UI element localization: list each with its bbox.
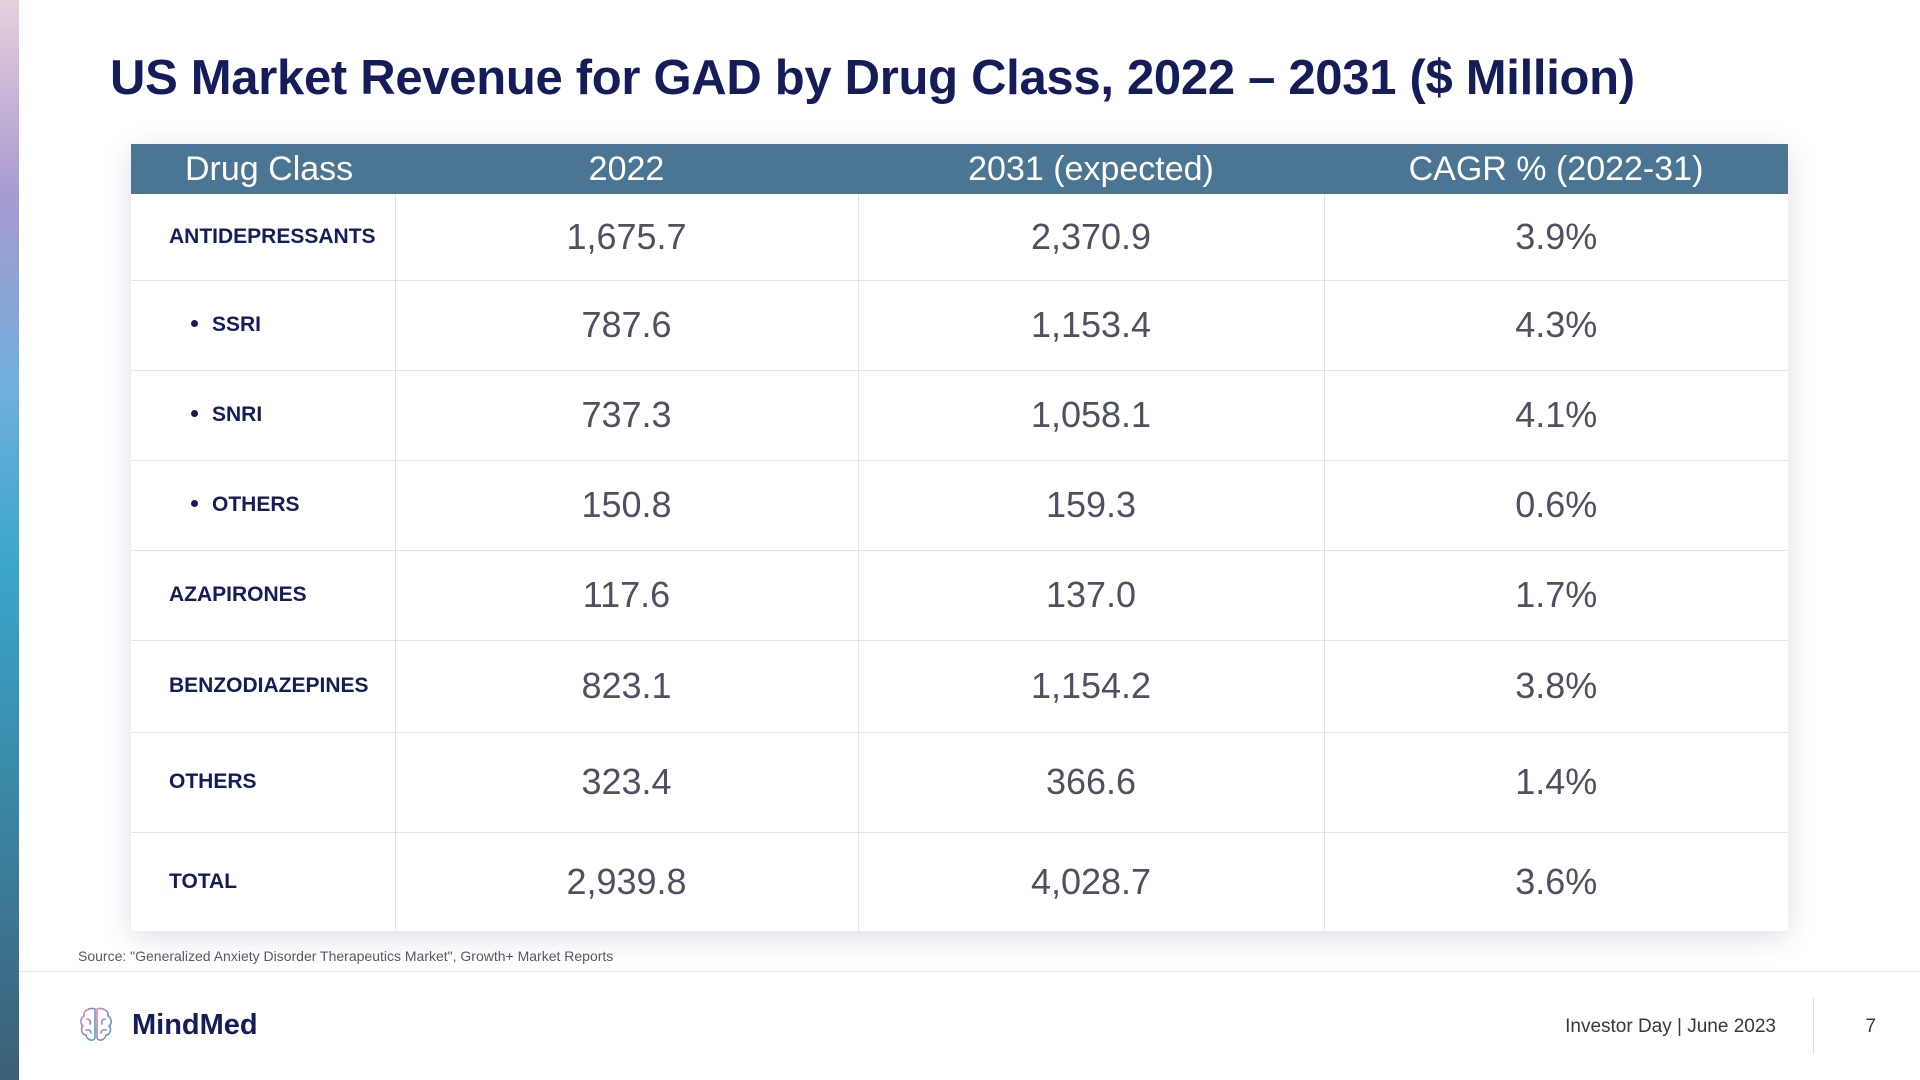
value-2031-cell: 159.3 [858,460,1325,551]
drug-class-cell: BENZODIAZEPINES [131,640,396,733]
value-2031-cell: 137.0 [858,550,1325,641]
drug-class-cell: TOTAL [131,832,396,931]
drug-class-label: SSRI [212,313,262,336]
table-row: OTHERS 323.4 366.6 1.4% [131,732,1788,833]
company-name: MindMed [132,1008,258,1041]
value-2031-cell: 2,370.9 [858,194,1325,281]
bullet-icon [191,409,198,417]
revenue-table-card: Drug Class 2022 2031 (expected) CAGR % (… [131,144,1788,931]
source-note: Source: "Generalized Anxiety Disorder Th… [78,948,614,964]
revenue-table: Drug Class 2022 2031 (expected) CAGR % (… [131,144,1788,931]
value-2022-cell: 2,939.8 [395,832,859,931]
accent-gradient-strip [0,0,19,1080]
drug-class-label: OTHERS [212,493,300,516]
value-2031-cell: 1,058.1 [858,370,1325,461]
header-cagr: CAGR % (2022-31) [1324,144,1788,194]
drug-class-cell: ANTIDEPRESSANTS [131,194,396,281]
brain-icon [80,1007,112,1045]
header-2022: 2022 [395,144,858,194]
value-2031-cell: 1,154.2 [858,640,1325,733]
bullet-icon [191,319,198,327]
table-header-row: Drug Class 2022 2031 (expected) CAGR % (… [131,144,1788,194]
drug-class-label: SNRI [212,403,263,426]
cagr-cell: 3.6% [1515,860,1598,902]
value-2022-cell: 737.3 [395,370,859,461]
drug-class-cell: AZAPIRONES [131,550,396,641]
cagr-cell: 0.6% [1324,460,1788,551]
header-drug-class: Drug Class [131,144,395,194]
cagr-cell: 3.8% [1324,640,1788,733]
value-2031-cell: 1,153.4 [858,280,1325,371]
value-2022-cell: 323.4 [395,732,859,833]
cagr-cell: 4.3% [1324,280,1788,371]
drug-class-cell: OTHERS [131,460,396,551]
value-2022-cell: 150.8 [395,460,859,551]
company-logo: MindMed [78,1005,258,1045]
cagr-cell: 3.9% [1324,194,1788,281]
value-2031-cell: 4,028.7 [858,832,1325,931]
table-row: OTHERS 150.8 159.3 0.6% [131,460,1788,551]
event-date: Investor Day | June 2023 [1565,1016,1776,1037]
drug-class-cell: SNRI [131,370,396,461]
cagr-cell: 4.1% [1324,370,1788,461]
footer-divider-line [19,971,1920,972]
cagr-cell: 1.4% [1324,732,1788,833]
value-2022-cell: 823.1 [395,640,859,733]
value-2022-cell: 117.6 [395,550,859,641]
cagr-cell: 1.7% [1324,550,1788,641]
table-row: BENZODIAZEPINES 823.1 1,154.2 3.8% [131,640,1788,733]
drug-class-cell: SSRI [131,280,396,371]
table-row: ANTIDEPRESSANTS 1,675.7 2,370.9 3.9% [131,194,1788,281]
table-row: SSRI 787.6 1,153.4 4.3% [131,280,1788,371]
value-2031-cell: 366.6 [858,732,1325,833]
table-row: TOTAL 2,939.8 4,028.7 3.6% [131,832,1788,931]
table-row: SNRI 737.3 1,058.1 4.1% [131,370,1788,461]
header-2031: 2031 (expected) [858,144,1324,194]
footer-vertical-divider [1813,998,1814,1054]
bullet-icon [191,499,198,507]
drug-class-cell: OTHERS [131,732,396,833]
slide-title: US Market Revenue for GAD by Drug Class,… [110,51,1635,105]
value-2022-cell: 787.6 [395,280,859,371]
table-row: AZAPIRONES 117.6 137.0 1.7% [131,550,1788,641]
value-2022-cell: 1,675.7 [395,194,859,281]
page-number: 7 [1865,1016,1876,1037]
